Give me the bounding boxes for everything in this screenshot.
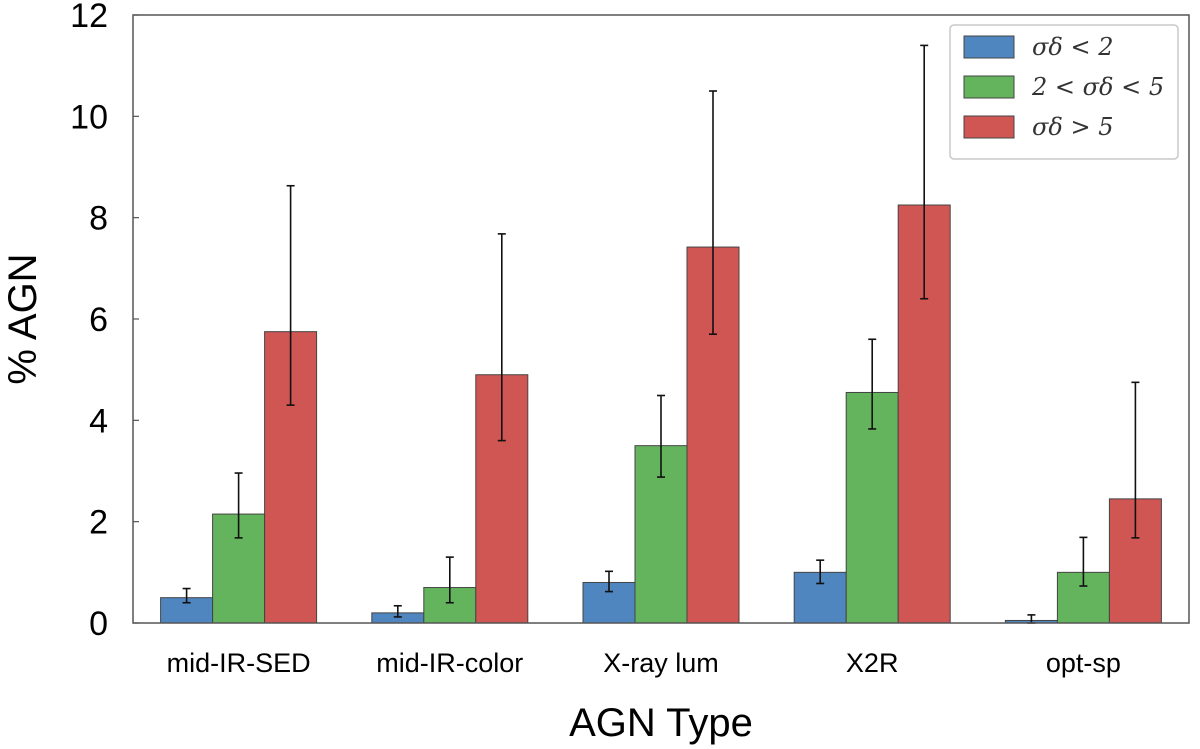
legend-label: σδ > 5 [1032,113,1113,141]
legend-label: 2 < σδ < 5 [1031,73,1164,101]
y-tick-label: 2 [89,504,108,542]
legend: σδ < 2 2 < σδ < 5 σδ > 5 [949,24,1179,160]
y-tick-label: 6 [89,301,108,339]
legend-label: σδ < 2 [1032,33,1113,61]
x-tick-label: mid-IR-color [376,648,523,678]
x-tick-label: opt-sp [1046,648,1121,678]
legend-swatch [963,35,1015,59]
y-tick-label: 4 [89,402,108,440]
y-tick-label: 0 [89,605,108,643]
x-axis: mid-IR-SED mid-IR-color X-ray lum X2R opt-sp [167,648,1121,678]
x-tick-label: mid-IR-SED [167,648,311,678]
x-tick-label: X2R [846,648,899,678]
legend-swatch [963,115,1015,139]
legend-swatch [963,75,1015,99]
y-tick-label: 10 [70,98,108,136]
x-axis-label: AGN Type [569,701,753,745]
y-tick-label: 8 [89,200,108,238]
y-axis-label: % AGN [1,253,45,384]
y-axis: 0 2 4 6 8 10 12 [70,0,139,643]
x-tick-label: X-ray lum [603,648,719,678]
y-tick-label: 12 [70,0,108,35]
error-bars-layer [182,44,1140,624]
